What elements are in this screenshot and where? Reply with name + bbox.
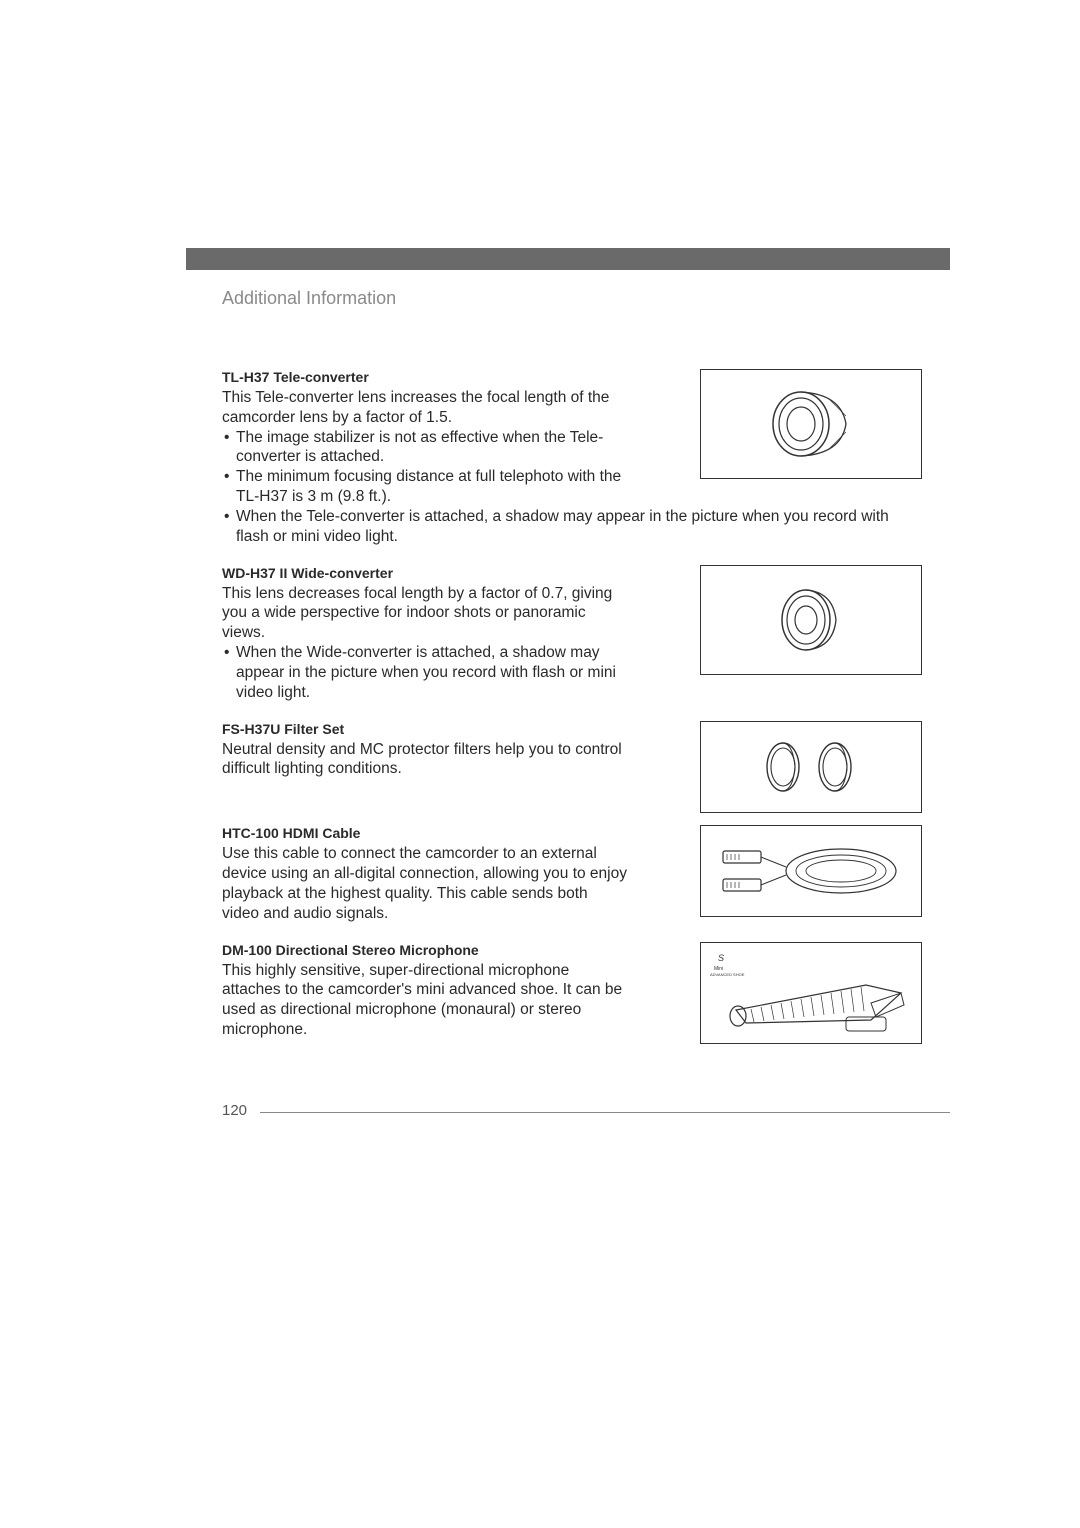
item-intro: This highly sensitive, super-directional… <box>222 961 627 1040</box>
item-bullets: The image stabilizer is not as effective… <box>222 428 627 507</box>
content-area: TL-H37 Tele-converter This Tele-converte… <box>222 369 922 1040</box>
bullet-item: The image stabilizer is not as effective… <box>222 428 627 468</box>
accessory-item: S Mini ADVANCED SHOE <box>222 942 922 1040</box>
accessory-item: HTC-100 HDMI Cable Use this cable to con… <box>222 825 922 923</box>
bullet-item: The minimum focusing distance at full te… <box>222 467 627 507</box>
section-title: Additional Information <box>222 288 950 309</box>
svg-text:ADVANCED SHOE: ADVANCED SHOE <box>710 972 745 977</box>
filter-set-illustration <box>700 721 922 813</box>
page-container: Additional Information TL-H37 Tele-conve… <box>186 248 950 1058</box>
bullet-item: When the Wide-converter is attached, a s… <box>222 643 627 702</box>
page-number: 120 <box>222 1102 247 1119</box>
accessory-item: TL-H37 Tele-converter This Tele-converte… <box>222 369 922 547</box>
accessory-item: WD-H37 II Wide-converter This lens decre… <box>222 565 922 703</box>
header-bar <box>186 248 950 270</box>
tele-converter-illustration <box>700 369 922 479</box>
item-bullets-full: When the Tele-converter is attached, a s… <box>222 507 922 547</box>
microphone-illustration: S Mini ADVANCED SHOE <box>700 942 922 1044</box>
item-intro: Neutral density and MC protector filters… <box>222 740 627 780</box>
bullet-item: When the Tele-converter is attached, a s… <box>222 507 922 547</box>
page-footer-line <box>260 1112 950 1113</box>
accessory-item: FS-H37U Filter Set Neutral density and M… <box>222 721 922 780</box>
item-bullets: When the Wide-converter is attached, a s… <box>222 643 627 702</box>
item-intro: This Tele-converter lens increases the f… <box>222 388 627 428</box>
wide-converter-illustration <box>700 565 922 675</box>
hdmi-cable-illustration <box>700 825 922 917</box>
item-intro: This lens decreases focal length by a fa… <box>222 584 627 643</box>
item-intro: Use this cable to connect the camcorder … <box>222 844 627 923</box>
svg-text:S: S <box>718 953 724 963</box>
